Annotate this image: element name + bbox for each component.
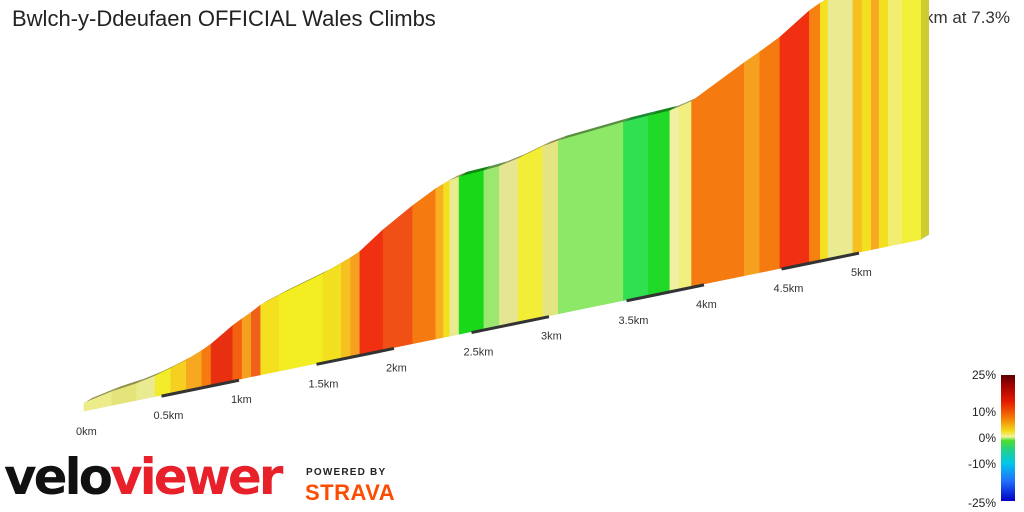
legend-label-10: 10% <box>971 405 996 419</box>
segment-27[interactable] <box>557 121 624 315</box>
segment-6[interactable] <box>201 343 212 388</box>
segment-top-2 <box>136 370 164 384</box>
segment-30[interactable] <box>669 106 680 292</box>
segment-4[interactable] <box>170 359 187 394</box>
segment-top-26 <box>542 135 567 147</box>
segment-10[interactable] <box>251 304 262 378</box>
segment-top-21 <box>449 171 468 181</box>
x-tick-label-10: 5km <box>851 267 872 279</box>
x-tick-label-1: 0.5km <box>154 410 184 422</box>
legend-label-neg10: -10% <box>967 457 996 471</box>
x-tick-label-8: 4km <box>696 299 717 311</box>
segment-15[interactable] <box>350 250 361 357</box>
segment-26[interactable] <box>542 140 559 318</box>
x-tick-label-2: 1km <box>231 394 252 406</box>
segment-3[interactable] <box>155 367 172 397</box>
segment-18[interactable] <box>412 188 437 345</box>
segment-33[interactable] <box>743 51 761 277</box>
segment-20[interactable] <box>443 180 451 338</box>
segment-11[interactable] <box>260 294 280 376</box>
segment-32[interactable] <box>691 62 745 287</box>
x-tick-label-9: 4.5km <box>774 283 804 295</box>
segment-21[interactable] <box>449 176 460 337</box>
segment-24[interactable] <box>499 158 519 327</box>
legend-label-25: 25% <box>971 368 996 382</box>
segment-42[interactable] <box>878 0 889 249</box>
logo-viewer-text: viewer <box>110 448 283 506</box>
segment-5[interactable] <box>186 350 203 391</box>
segment-top-27 <box>558 117 632 141</box>
segment-35[interactable] <box>779 9 810 269</box>
strava-logo[interactable]: STRAVA <box>305 480 396 505</box>
gradient-legend-bar <box>1001 375 1015 501</box>
segment-38[interactable] <box>827 0 854 259</box>
segment-14[interactable] <box>340 257 351 359</box>
segment-7[interactable] <box>210 324 234 386</box>
x-tick-label-3: 1.5km <box>309 378 339 390</box>
segment-37[interactable] <box>819 0 829 261</box>
legend-label-0: 0% <box>978 431 996 445</box>
veloviewer-logo[interactable]: veloviewer <box>4 447 283 507</box>
segment-top-24 <box>499 153 526 167</box>
segment-top-30 <box>669 101 688 111</box>
x-tick-label-5: 2.5km <box>464 347 494 359</box>
segment-39[interactable] <box>852 0 863 254</box>
segment-19[interactable] <box>435 183 444 340</box>
legend-label-neg25: -25% <box>967 496 996 510</box>
segment-29[interactable] <box>647 110 671 296</box>
segment-top-22 <box>459 165 492 177</box>
powered-by-label: POWERED BY <box>306 467 387 478</box>
segment-12[interactable] <box>278 273 324 372</box>
segment-8[interactable] <box>232 318 243 381</box>
segment-28[interactable] <box>623 115 649 301</box>
km-bar-7 <box>626 283 705 303</box>
km-bar-9 <box>781 251 860 271</box>
segment-top-29 <box>648 105 678 117</box>
segment-17[interactable] <box>382 205 413 351</box>
segment-top-23 <box>483 161 508 171</box>
segment-16[interactable] <box>359 229 384 355</box>
x-tick-label-6: 3km <box>541 331 562 343</box>
segment-top-1 <box>111 378 145 392</box>
segment-44[interactable] <box>902 0 922 244</box>
segment-13[interactable] <box>322 262 342 363</box>
chart-title: Bwlch-y-Ddeufaen OFFICIAL Wales Climbs <box>12 6 436 31</box>
segment-23[interactable] <box>483 165 500 330</box>
segment-31[interactable] <box>678 100 692 290</box>
segment-41[interactable] <box>871 0 880 250</box>
x-tick-label-4: 2km <box>386 362 407 374</box>
segment-25[interactable] <box>517 145 544 323</box>
x-tick-label-7: 3.5km <box>619 315 649 327</box>
km-bar-1 <box>161 378 240 398</box>
segment-9[interactable] <box>241 311 252 379</box>
logo-velo-text: velo <box>4 448 113 506</box>
segment-top-0 <box>84 386 120 403</box>
segment-34[interactable] <box>759 36 781 273</box>
km-bar-5 <box>471 315 550 335</box>
segment-40[interactable] <box>861 0 872 252</box>
km-bar-3 <box>316 346 395 366</box>
profile-end-cap <box>921 0 929 240</box>
segment-22[interactable] <box>458 170 485 335</box>
segment-2[interactable] <box>136 375 156 401</box>
segment-36[interactable] <box>809 2 821 263</box>
segment-0[interactable] <box>83 391 113 412</box>
segment-43[interactable] <box>888 0 903 247</box>
segment-top-28 <box>623 111 657 123</box>
x-tick-label-0: 0km <box>76 426 97 438</box>
